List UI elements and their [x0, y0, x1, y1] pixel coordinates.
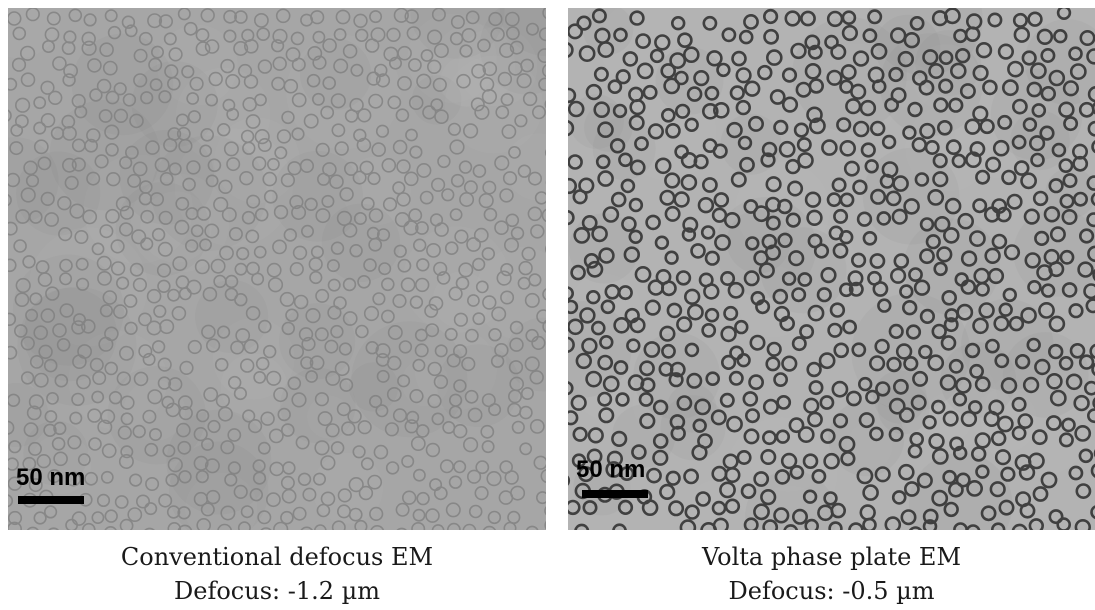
caption-defocus: Defocus: -1.2 µm: [174, 577, 380, 605]
micrograph-image-conventional: [8, 8, 546, 530]
micrograph-panel-volta: 50 nm: [568, 8, 1095, 530]
caption-title: Conventional defocus EM: [120, 543, 434, 571]
scale-bar: [582, 490, 648, 498]
caption-defocus: Defocus: -0.5 µm: [728, 577, 935, 605]
scale-bar: [18, 496, 84, 504]
scale-bar-label: 50 nm: [576, 456, 646, 483]
caption-volta: Volta phase plate EM Defocus: -0.5 µm: [568, 540, 1095, 608]
micrograph-panel-conventional: 50 nm: [8, 8, 546, 530]
caption-conventional: Conventional defocus EM Defocus: -1.2 µm: [8, 540, 546, 608]
caption-title: Volta phase plate EM: [701, 543, 962, 571]
micrograph-image-volta: [568, 8, 1095, 530]
scale-bar-label: 50 nm: [16, 464, 86, 491]
